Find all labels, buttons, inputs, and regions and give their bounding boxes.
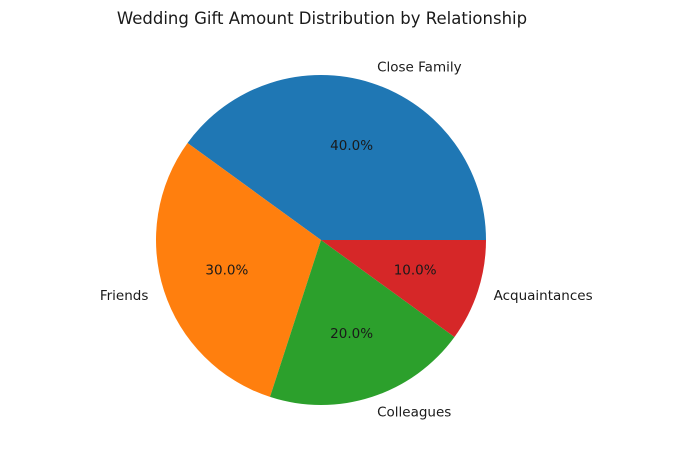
slice-percent-friends: 30.0% — [205, 263, 248, 279]
pie-slice-colleagues — [270, 240, 455, 405]
pie-slice-close-family — [187, 75, 486, 240]
slice-label-close-family: Close Family — [377, 59, 462, 75]
pie-labels: Close Family 40.0% Friends 30.0% Colleagues 2… — [100, 59, 593, 420]
slice-label-acquaintances: Acquaintances — [494, 288, 593, 304]
pie-slices — [156, 75, 486, 405]
slice-percent-colleagues: 20.0% — [330, 326, 373, 342]
pie-slice-friends — [156, 143, 321, 397]
slice-label-colleagues: Colleagues — [377, 405, 451, 421]
chart-title: Wedding Gift Amount Distribution by Rela… — [116, 9, 528, 28]
slice-percent-acquaintances: 10.0% — [394, 263, 437, 279]
slice-label-friends: Friends — [100, 288, 149, 304]
slice-percent-close-family: 40.0% — [330, 138, 373, 154]
pie-slice-acquaintances — [321, 240, 486, 337]
